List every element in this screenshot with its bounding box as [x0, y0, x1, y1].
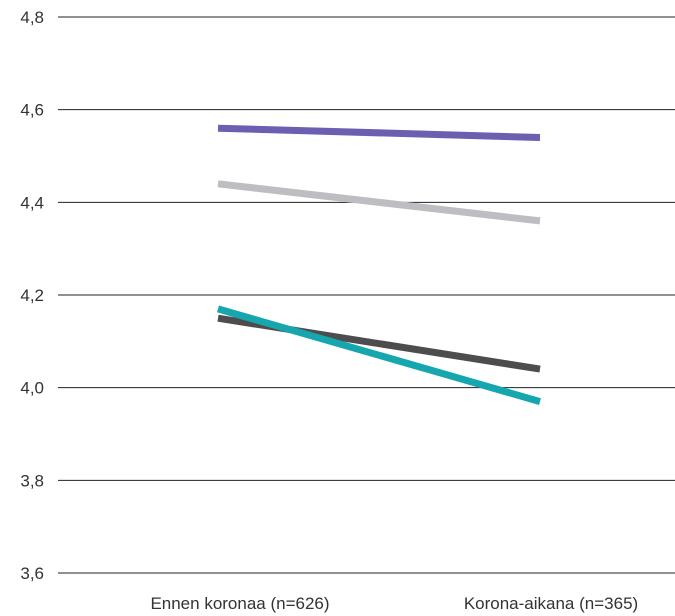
y-tick-label: 3,6 — [20, 564, 44, 583]
y-tick-label: 3,8 — [20, 471, 44, 490]
series-line-1 — [217, 124, 541, 141]
x-category-label: Ennen koronaa (n=626) — [150, 594, 329, 613]
y-tick-label: 4,2 — [20, 286, 44, 305]
y-axis-tick-labels: 3,6 3,8 4,0 4,2 4,4 4,6 4,8 — [20, 8, 44, 583]
series-line-4 — [217, 305, 541, 405]
gridlines — [58, 16, 675, 574]
y-tick-label: 4,6 — [20, 101, 44, 120]
series-line-2 — [217, 180, 541, 225]
y-tick-label: 4,8 — [20, 8, 44, 27]
y-tick-label: 4,0 — [20, 379, 44, 398]
y-tick-label: 4,4 — [20, 193, 44, 212]
x-axis-category-labels: Ennen koronaa (n=626) Korona-aikana (n=36… — [150, 594, 638, 613]
x-category-label: Korona-aikana (n=365) — [464, 594, 638, 613]
series-lines — [217, 124, 541, 405]
